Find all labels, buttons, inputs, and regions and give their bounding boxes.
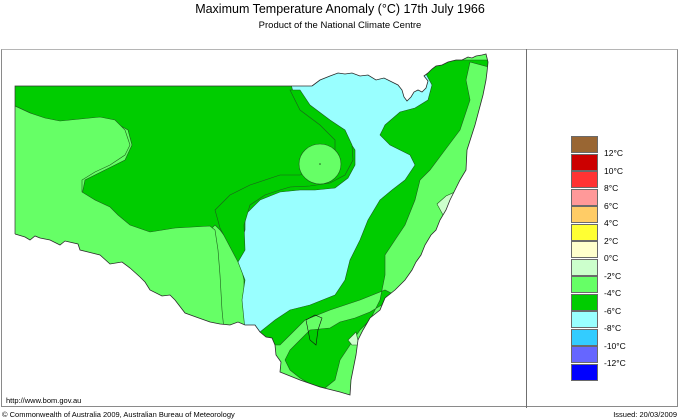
legend-label: -2°C: [604, 270, 622, 281]
legend-label: 6°C: [604, 200, 619, 211]
legend-label: -12°C: [604, 358, 626, 368]
map-title: Maximum Temperature Anomaly (°C) 17th Ju…: [195, 2, 485, 16]
legend-label: 2°C: [604, 235, 619, 246]
legend-label: -4°C: [604, 288, 622, 298]
legend-swatch-above-12: [571, 136, 598, 153]
map-subtitle: Product of the National Climate Centre: [258, 20, 422, 31]
legend-swatch-minus12-minus10: [571, 346, 598, 363]
legend-label: 0°C: [604, 253, 619, 263]
legend-label: 12°C: [604, 148, 623, 158]
legend-label: -8°C: [604, 323, 622, 333]
legend-swatch-6-8: [571, 188, 598, 206]
legend-label: 4°C: [604, 218, 619, 228]
legend-swatch-4-6: [571, 206, 598, 223]
legend-label: -10°C: [604, 340, 626, 351]
legend-swatch-2-4: [571, 223, 598, 241]
issued-date: Issued: 20/03/2009: [613, 410, 677, 419]
legend-swatch-minus2-0: [571, 258, 598, 276]
legend-label: -6°C: [604, 305, 622, 316]
legend-swatch-10-12: [571, 153, 598, 171]
legend-divider: [526, 49, 527, 408]
legend-swatch-8-10: [571, 171, 598, 188]
copyright-notice: © Commonwealth of Australia 2009, Austra…: [2, 410, 235, 419]
legend-swatch-minus8-minus6: [571, 311, 598, 328]
legend-swatch-minus10-minus8: [571, 328, 598, 346]
legend-swatch-minus4-minus2: [571, 276, 598, 293]
bom-url-link[interactable]: http://www.bom.gov.au: [6, 396, 82, 405]
legend-label: 8°C: [604, 183, 619, 193]
legend-swatch-0-2: [571, 241, 598, 258]
legend-label: 10°C: [604, 165, 623, 176]
legend-swatch-below-minus12: [571, 363, 598, 381]
nsw-anomaly-map: [14, 53, 489, 396]
map-frame: [1, 49, 678, 407]
legend-swatch-minus6-minus4: [571, 293, 598, 311]
